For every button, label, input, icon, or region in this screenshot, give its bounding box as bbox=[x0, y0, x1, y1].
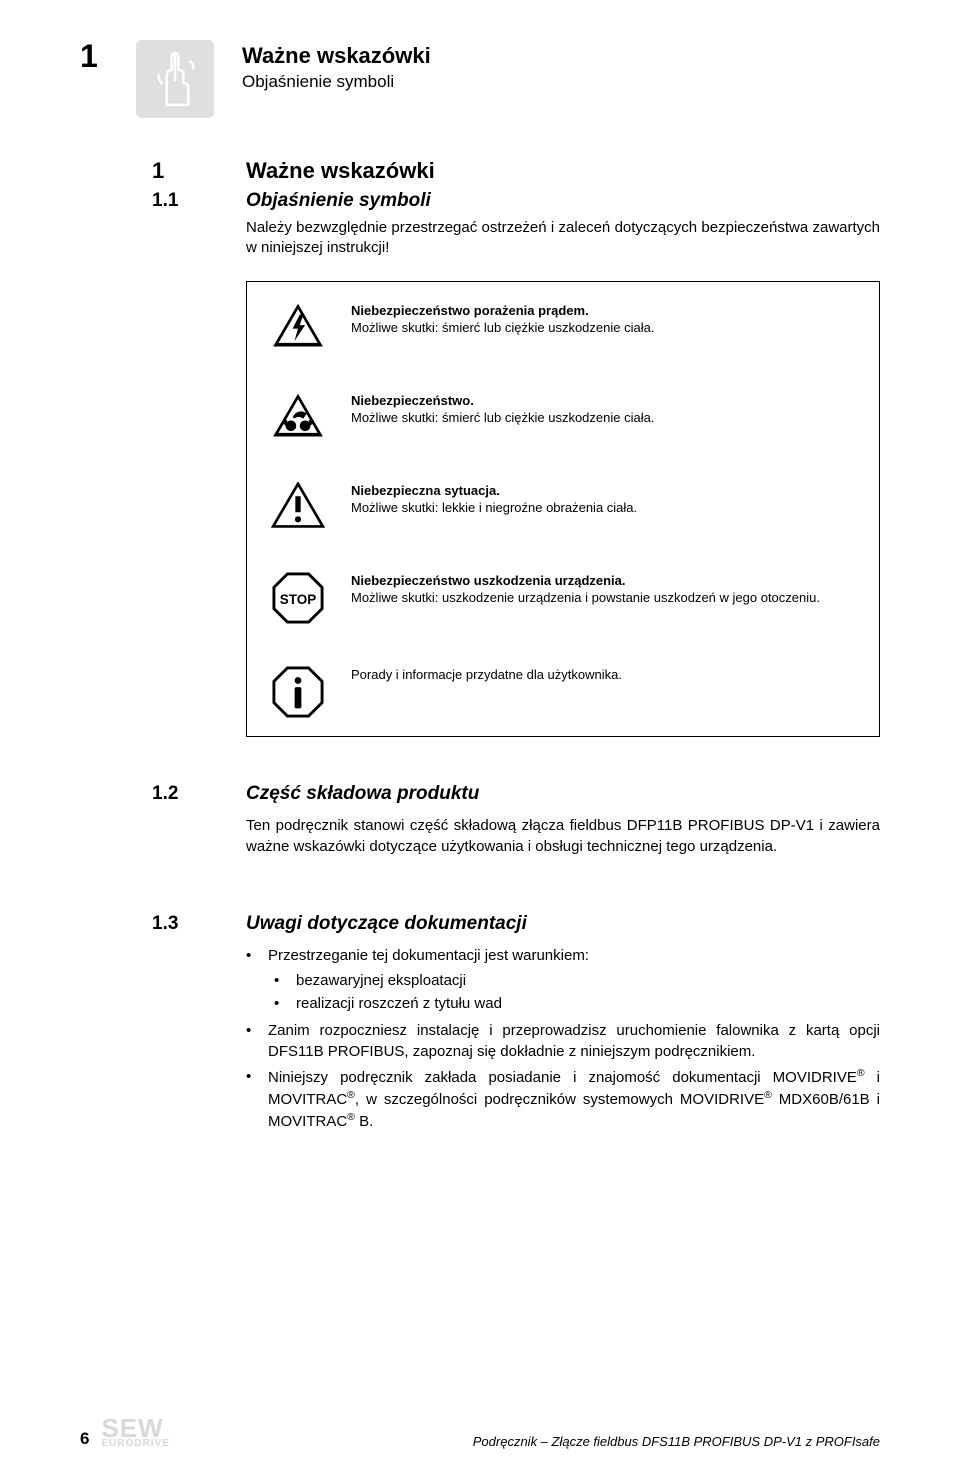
brand-logo: SEW EURODRIVE bbox=[101, 1417, 169, 1449]
section-1-3-bullets: • Przestrzeganie tej dokumentacji jest w… bbox=[246, 945, 880, 1132]
section-number: 1.2 bbox=[152, 783, 212, 805]
section-number: 1.1 bbox=[152, 190, 212, 212]
section-1-2-heading: 1.2 Część składowa produktu bbox=[152, 783, 880, 805]
symbol-body: Możliwe skutki: lekkie i niegroźne obraż… bbox=[351, 499, 637, 517]
symbol-legend-panel: Niebezpieczeństwo porażenia prądem. Możl… bbox=[246, 281, 880, 737]
symbol-title: Niebezpieczeństwo uszkodzenia urządzenia… bbox=[351, 572, 820, 590]
section-1-1-lead: Należy bezwzględnie przestrzegać ostrzeż… bbox=[246, 218, 880, 259]
electric-hazard-icon bbox=[271, 302, 325, 350]
info-icon bbox=[271, 666, 325, 718]
page-number: 6 bbox=[80, 1429, 89, 1449]
bullet-text: Przestrzeganie tej dokumentacji jest war… bbox=[268, 945, 589, 966]
bullet-dot-icon: • bbox=[246, 945, 256, 966]
footer-doc-title: Podręcznik – Złącze fieldbus DFS11B PROF… bbox=[473, 1434, 880, 1449]
symbol-row-stop: STOP Niebezpieczeństwo uszkodzenia urząd… bbox=[271, 572, 855, 624]
svg-text:STOP: STOP bbox=[280, 591, 316, 606]
symbol-title: Niebezpieczna sytuacja. bbox=[351, 482, 637, 500]
header-hand-icon bbox=[136, 40, 214, 118]
section-title: Uwagi dotyczące dokumentacji bbox=[246, 913, 527, 935]
bullet-dot-icon: • bbox=[246, 1020, 256, 1062]
symbol-body: Możliwe skutki: uszkodzenie urządzenia i… bbox=[351, 589, 820, 607]
symbol-text: Niebezpieczeństwo porażenia prądem. Możl… bbox=[351, 302, 654, 337]
section-number: 1.3 bbox=[152, 913, 212, 935]
symbol-row-info: Porady i informacje przydatne dla użytko… bbox=[271, 666, 855, 718]
bullet-dot-icon: • bbox=[246, 1066, 256, 1132]
symbol-body: Możliwe skutki: śmierć lub ciężkie uszko… bbox=[351, 319, 654, 337]
symbol-title: Niebezpieczeństwo porażenia prądem. bbox=[351, 302, 654, 320]
page-header: 1 Ważne wskazówki Objaśnienie symboli bbox=[80, 40, 880, 118]
section-1-2-body: Ten podręcznik stanowi część składową zł… bbox=[246, 815, 880, 857]
brand-bottom: EURODRIVE bbox=[101, 1438, 169, 1449]
bullet-text: realizacji roszczeń z tytułu wad bbox=[296, 993, 502, 1014]
danger-moving-parts-icon bbox=[271, 392, 325, 440]
bullet-text: bezawaryjnej eksploatacji bbox=[296, 970, 466, 991]
symbol-text: Niebezpieczeństwo uszkodzenia urządzenia… bbox=[351, 572, 820, 607]
stop-icon: STOP bbox=[271, 572, 325, 624]
symbol-title: Niebezpieczeństwo. bbox=[351, 392, 654, 410]
symbol-text: Porady i informacje przydatne dla użytko… bbox=[351, 666, 622, 684]
symbol-body: Porady i informacje przydatne dla użytko… bbox=[351, 666, 622, 684]
section-title: Objaśnienie symboli bbox=[246, 190, 431, 212]
section-1-heading: 1 Ważne wskazówki bbox=[152, 158, 880, 184]
symbol-row-caution: Niebezpieczna sytuacja. Możliwe skutki: … bbox=[271, 482, 855, 530]
section-title: Ważne wskazówki bbox=[246, 158, 435, 184]
caution-exclamation-icon bbox=[271, 482, 325, 530]
bullet-dot-icon: • bbox=[274, 970, 284, 991]
brand-top: SEW bbox=[101, 1417, 163, 1440]
section-number: 1 bbox=[152, 158, 212, 184]
header-subtitle: Objaśnienie symboli bbox=[242, 71, 431, 93]
section-1-3-heading: 1.3 Uwagi dotyczące dokumentacji bbox=[152, 913, 880, 935]
bullet-dot-icon: • bbox=[274, 993, 284, 1014]
section-1-1-heading: 1.1 Objaśnienie symboli bbox=[152, 190, 880, 212]
symbol-body: Możliwe skutki: śmierć lub ciężkie uszko… bbox=[351, 409, 654, 427]
bullet-text: Niniejszy podręcznik zakłada posiadanie … bbox=[268, 1066, 880, 1132]
section-title: Część składowa produktu bbox=[246, 783, 479, 805]
symbol-text: Niebezpieczeństwo. Możliwe skutki: śmier… bbox=[351, 392, 654, 427]
bullet-item: • Zanim rozpoczniesz instalację i przepr… bbox=[246, 1020, 880, 1062]
symbol-text: Niebezpieczna sytuacja. Możliwe skutki: … bbox=[351, 482, 637, 517]
symbol-row-danger: Niebezpieczeństwo. Możliwe skutki: śmier… bbox=[271, 392, 855, 440]
header-title: Ważne wskazówki bbox=[242, 42, 431, 71]
bullet-item: • Niniejszy podręcznik zakłada posiadani… bbox=[246, 1066, 880, 1132]
bullet-item: • realizacji roszczeń z tytułu wad bbox=[274, 993, 880, 1014]
bullet-item: • Przestrzeganie tej dokumentacji jest w… bbox=[246, 945, 880, 966]
page-footer: 6 SEW EURODRIVE Podręcznik – Złącze fiel… bbox=[80, 1417, 880, 1449]
bullet-text: Zanim rozpoczniesz instalację i przeprow… bbox=[268, 1020, 880, 1062]
bullet-item: • bezawaryjnej eksploatacji bbox=[274, 970, 880, 991]
header-text: Ważne wskazówki Objaśnienie symboli bbox=[242, 40, 431, 93]
chapter-number: 1 bbox=[80, 40, 108, 72]
symbol-row-electric: Niebezpieczeństwo porażenia prądem. Możl… bbox=[271, 302, 855, 350]
